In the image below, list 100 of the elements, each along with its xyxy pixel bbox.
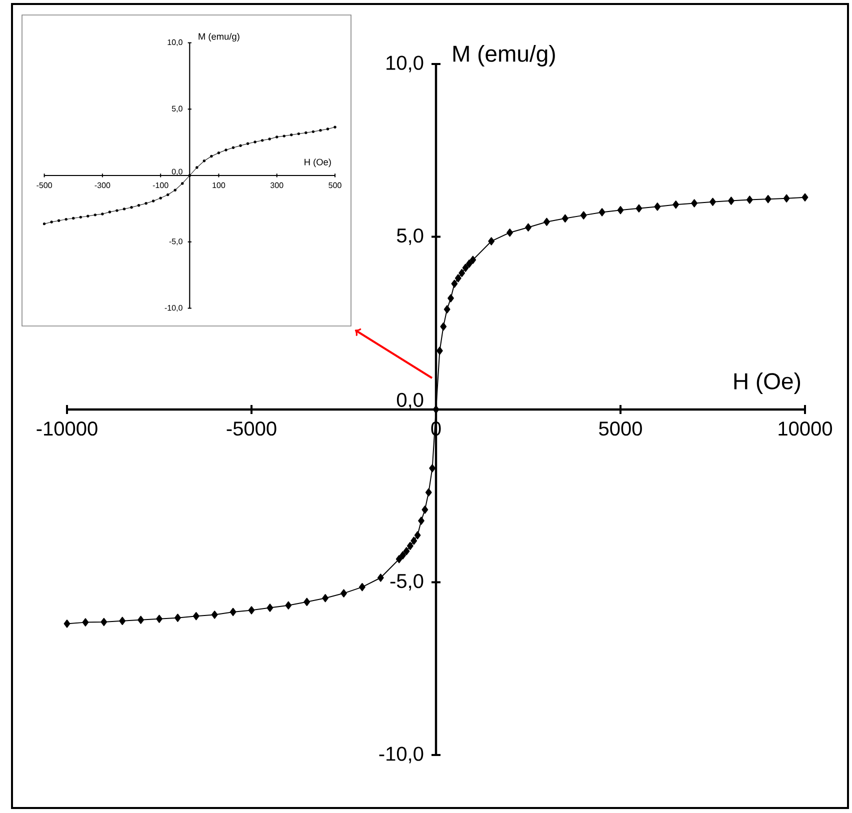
x-tick-label: -100 [152,182,168,188]
point [470,256,476,264]
point [282,134,286,138]
point [400,551,406,560]
point [159,196,162,200]
point [156,614,162,623]
point [268,138,271,140]
y-tick-label: 5,0 [172,106,182,112]
point [260,139,264,142]
point [254,140,256,144]
point [418,516,424,525]
x-tick-label: 100 [212,182,226,188]
x-tick-label: -5000 [226,422,276,436]
point [506,228,513,237]
point [488,237,495,246]
point [444,305,450,314]
point [396,554,402,564]
point [86,214,90,218]
point [130,206,133,209]
point [94,214,97,216]
point [137,204,140,207]
y-tick-label: 5,0 [396,228,424,245]
point [266,604,274,612]
point [451,280,458,288]
point [276,136,278,138]
point [326,128,330,130]
point [64,218,68,221]
point [746,196,753,204]
point [290,134,293,136]
x-tick-label: -10000 [36,422,98,436]
point [429,464,436,472]
point [580,211,587,220]
point [436,346,443,355]
point [764,194,772,204]
x-tick-label: -300 [94,182,110,188]
point [116,209,118,212]
point [334,126,336,128]
point [64,620,70,628]
y-tick-label: 10,0 [168,39,182,46]
point [101,212,104,216]
point [174,188,176,192]
point [211,610,218,619]
y-tick-label: 0,0 [172,168,182,176]
y-tick-label: 10,0 [386,56,424,72]
y-tick-label: 0,0 [396,392,424,410]
x-axis-title: H (Oe) [304,158,331,168]
point [122,208,126,210]
point [802,193,808,202]
point [312,130,315,134]
point [230,608,236,616]
point [72,216,75,220]
point [322,594,329,602]
point [410,536,418,545]
point [57,219,60,222]
point [654,202,661,211]
y-axis-title: M (emu/g) [198,32,240,42]
point [304,598,310,606]
point [239,144,242,147]
point [562,214,568,223]
x-axis-title: H (Oe) [734,372,800,394]
point [119,616,126,626]
point [406,542,414,550]
point [285,601,292,610]
point [636,204,642,213]
point [144,202,148,205]
point [691,199,698,208]
point [448,294,454,302]
point [454,274,462,282]
point [232,146,235,149]
point [525,223,532,232]
x-tick-label: 500 [328,182,342,188]
point [202,160,206,162]
point [217,152,220,154]
point [248,606,255,614]
point [377,574,384,582]
point [42,222,46,226]
point [166,193,170,196]
point [440,322,447,331]
point [100,618,108,626]
point [50,220,53,224]
x-tick-label: -500 [36,182,52,188]
point [246,142,250,145]
point [82,618,89,626]
point [466,260,472,268]
point [297,132,300,136]
point [196,166,198,169]
point [710,198,716,206]
point [340,589,347,598]
point [181,182,184,185]
point [462,264,469,272]
point [319,128,322,132]
point [728,196,734,205]
point [174,614,181,622]
point [192,612,200,620]
point [783,194,790,202]
point [422,506,428,514]
point [224,148,228,152]
y-tick-label: -10,0 [379,746,424,764]
point [79,216,82,219]
point [458,268,466,278]
